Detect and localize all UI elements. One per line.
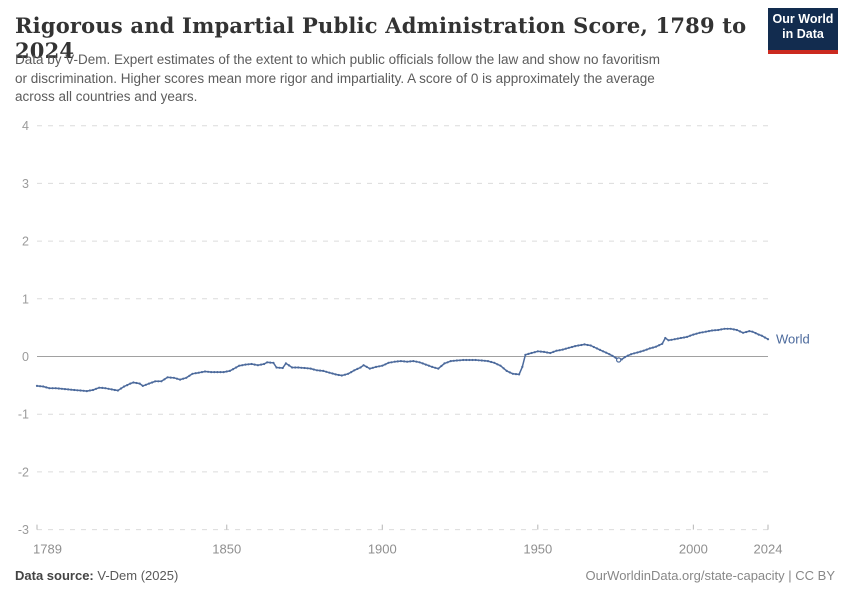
license-link[interactable]: OurWorldinData.org/state-capacity | CC B… (585, 568, 835, 583)
y-axis-tick-label: 1 (22, 292, 29, 306)
y-gridlines: -3 -2 -1 0 1 2 3 4 (18, 119, 768, 537)
y-axis-tick-label: -1 (18, 408, 29, 422)
data-source-label: Data source: (15, 568, 94, 583)
x-axis-tick-label: 1950 (523, 542, 552, 557)
subtitle-line: across all countries and years. (15, 89, 198, 104)
data-source-value: V-Dem (2025) (93, 568, 179, 583)
world-series-label[interactable]: World (776, 332, 810, 347)
x-axis-tick-label: 2000 (679, 542, 708, 557)
y-axis-tick-label: -2 (18, 465, 29, 479)
x-axis-tick-label: 1900 (368, 542, 397, 557)
owid-logo-line2: in Data (782, 27, 824, 41)
data-source: Data source: V-Dem (2025) (15, 568, 178, 583)
subtitle-line: Data by V-Dem. Expert estimates of the e… (15, 52, 661, 67)
owid-logo-line1: Our World (772, 12, 834, 26)
world-line (36, 328, 769, 392)
x-axis-tick-label: 1850 (212, 542, 241, 557)
chart-title: Rigorous and Impartial Public Administra… (15, 13, 747, 63)
y-axis-tick-label: 3 (22, 177, 29, 191)
x-axis-tick-label: 2024 (754, 542, 783, 557)
subtitle-line: or discrimination. Higher scores mean mo… (15, 70, 655, 86)
owid-logo: Our World in Data (768, 8, 838, 54)
chart-subtitle: Data by V-Dem. Expert estimates of the e… (15, 51, 760, 107)
open-data-marker (615, 357, 622, 363)
series-world (35, 327, 770, 393)
x-axis-tick-label: 1789 (33, 542, 62, 557)
y-axis-tick-label: 4 (22, 119, 29, 133)
x-axis: 1789 1850 1900 1950 2000 2024 (33, 524, 783, 557)
y-axis-tick-label: 2 (22, 235, 29, 249)
y-axis-tick-label: 0 (22, 350, 29, 364)
y-axis-tick-label: -3 (18, 523, 29, 537)
chart-footer: Data source: V-Dem (2025) OurWorldinData… (15, 568, 835, 583)
